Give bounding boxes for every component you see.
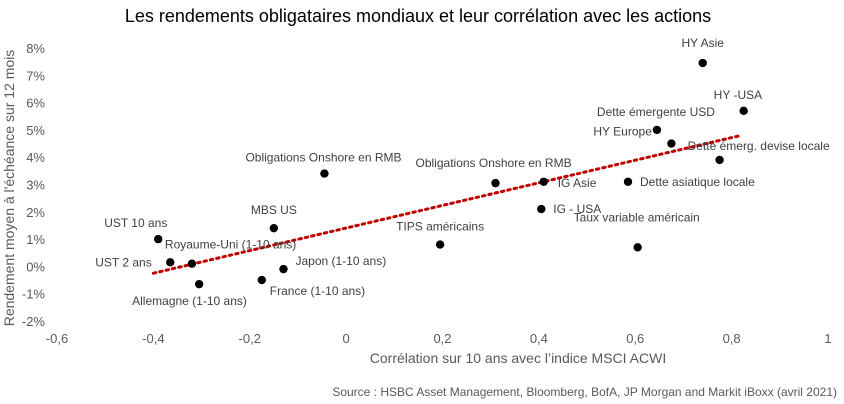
data-point — [435, 240, 445, 249]
x-tick-label: -0,2 — [239, 331, 261, 346]
point-label: Japon (1-10 ans) — [295, 254, 386, 268]
data-point — [269, 223, 279, 233]
data-point — [633, 243, 642, 252]
y-axis-title: Rendement moyen à l'échéance sur 12 mois — [1, 50, 17, 327]
x-tick-label: 1 — [824, 331, 831, 346]
data-point — [153, 234, 163, 244]
y-tick-label: 3% — [26, 178, 45, 193]
y-tick-label: 1% — [26, 232, 45, 247]
point-label: Obligations Onshore en RMB — [245, 151, 401, 165]
point-label: IG Asie — [558, 176, 597, 190]
point-label: Dette émerg. devise locale — [688, 139, 830, 153]
point-label: Taux variable américain — [574, 210, 700, 224]
data-point — [667, 139, 676, 148]
point-label: UST 10 ans — [104, 216, 167, 230]
source-note: Source : HSBC Asset Management, Bloomber… — [332, 385, 837, 399]
data-point — [257, 275, 266, 285]
x-tick-label: 0,4 — [530, 331, 548, 346]
point-label: MBS US — [251, 203, 297, 217]
data-point — [194, 279, 204, 289]
point-label: Obligations Onshore en RMB — [416, 156, 572, 170]
data-point — [320, 169, 329, 178]
point-label: Dette émergente USD — [597, 105, 715, 119]
point-label: HY Europe — [593, 125, 652, 139]
y-tick-label: 8% — [26, 41, 45, 56]
x-tick-label: 0,6 — [626, 331, 644, 346]
point-label: IG - USA — [553, 202, 601, 216]
x-tick-label: 0 — [343, 331, 350, 346]
point-label: HY Asie — [681, 36, 724, 50]
data-point — [279, 264, 288, 274]
data-point — [652, 125, 662, 135]
data-point — [539, 177, 548, 186]
y-tick-label: 6% — [26, 96, 45, 111]
point-label: HY -USA — [714, 88, 762, 102]
x-tick-label: 0,2 — [433, 331, 451, 346]
y-tick-label: 7% — [26, 68, 45, 83]
x-tick-label: -0,6 — [46, 331, 68, 346]
x-axis-ticks: -0,6 -0,4 -0,2 0 0,2 0,4 0,6 0,8 1 — [46, 331, 832, 346]
chart-title: Les rendements obligataires mondiaux et … — [125, 6, 711, 26]
data-point — [739, 106, 748, 115]
x-tick-label: 0,8 — [723, 331, 741, 346]
y-tick-label: 4% — [26, 150, 45, 165]
y-tick-label: 5% — [26, 123, 45, 138]
point-label: Allemagne (1-10 ans) — [132, 294, 247, 308]
y-tick-label: 2% — [26, 205, 45, 220]
point-labels: HY Asie HY -USA Dette émergente USD HY Euro… — [95, 36, 830, 308]
x-tick-label: -0,4 — [142, 331, 164, 346]
data-point — [698, 58, 707, 68]
data-point — [715, 155, 724, 165]
y-tick-label: -2% — [22, 314, 46, 329]
y-tick-label: -1% — [22, 287, 46, 302]
data-point — [187, 259, 197, 268]
point-label: TIPS américains — [396, 220, 484, 234]
point-label: France (1-10 ans) — [270, 284, 365, 298]
trendline — [151, 133, 743, 275]
point-label: Dette asiatique locale — [640, 175, 755, 189]
y-axis-ticks: -2% -1% 0% 1% 2% 3% 4% 5% 6% 7% 8% — [22, 41, 46, 329]
data-point — [166, 258, 175, 267]
point-label: UST 2 ans — [95, 255, 151, 269]
data-point — [491, 178, 500, 188]
y-tick-label: 0% — [26, 259, 45, 274]
point-label: Royaume-Uni (1-10 ans) — [165, 238, 296, 252]
data-points — [153, 58, 748, 289]
data-point — [623, 177, 633, 186]
data-point — [537, 204, 546, 214]
x-axis-title: Corrélation sur 10 ans avec l’indice MSC… — [370, 350, 666, 366]
